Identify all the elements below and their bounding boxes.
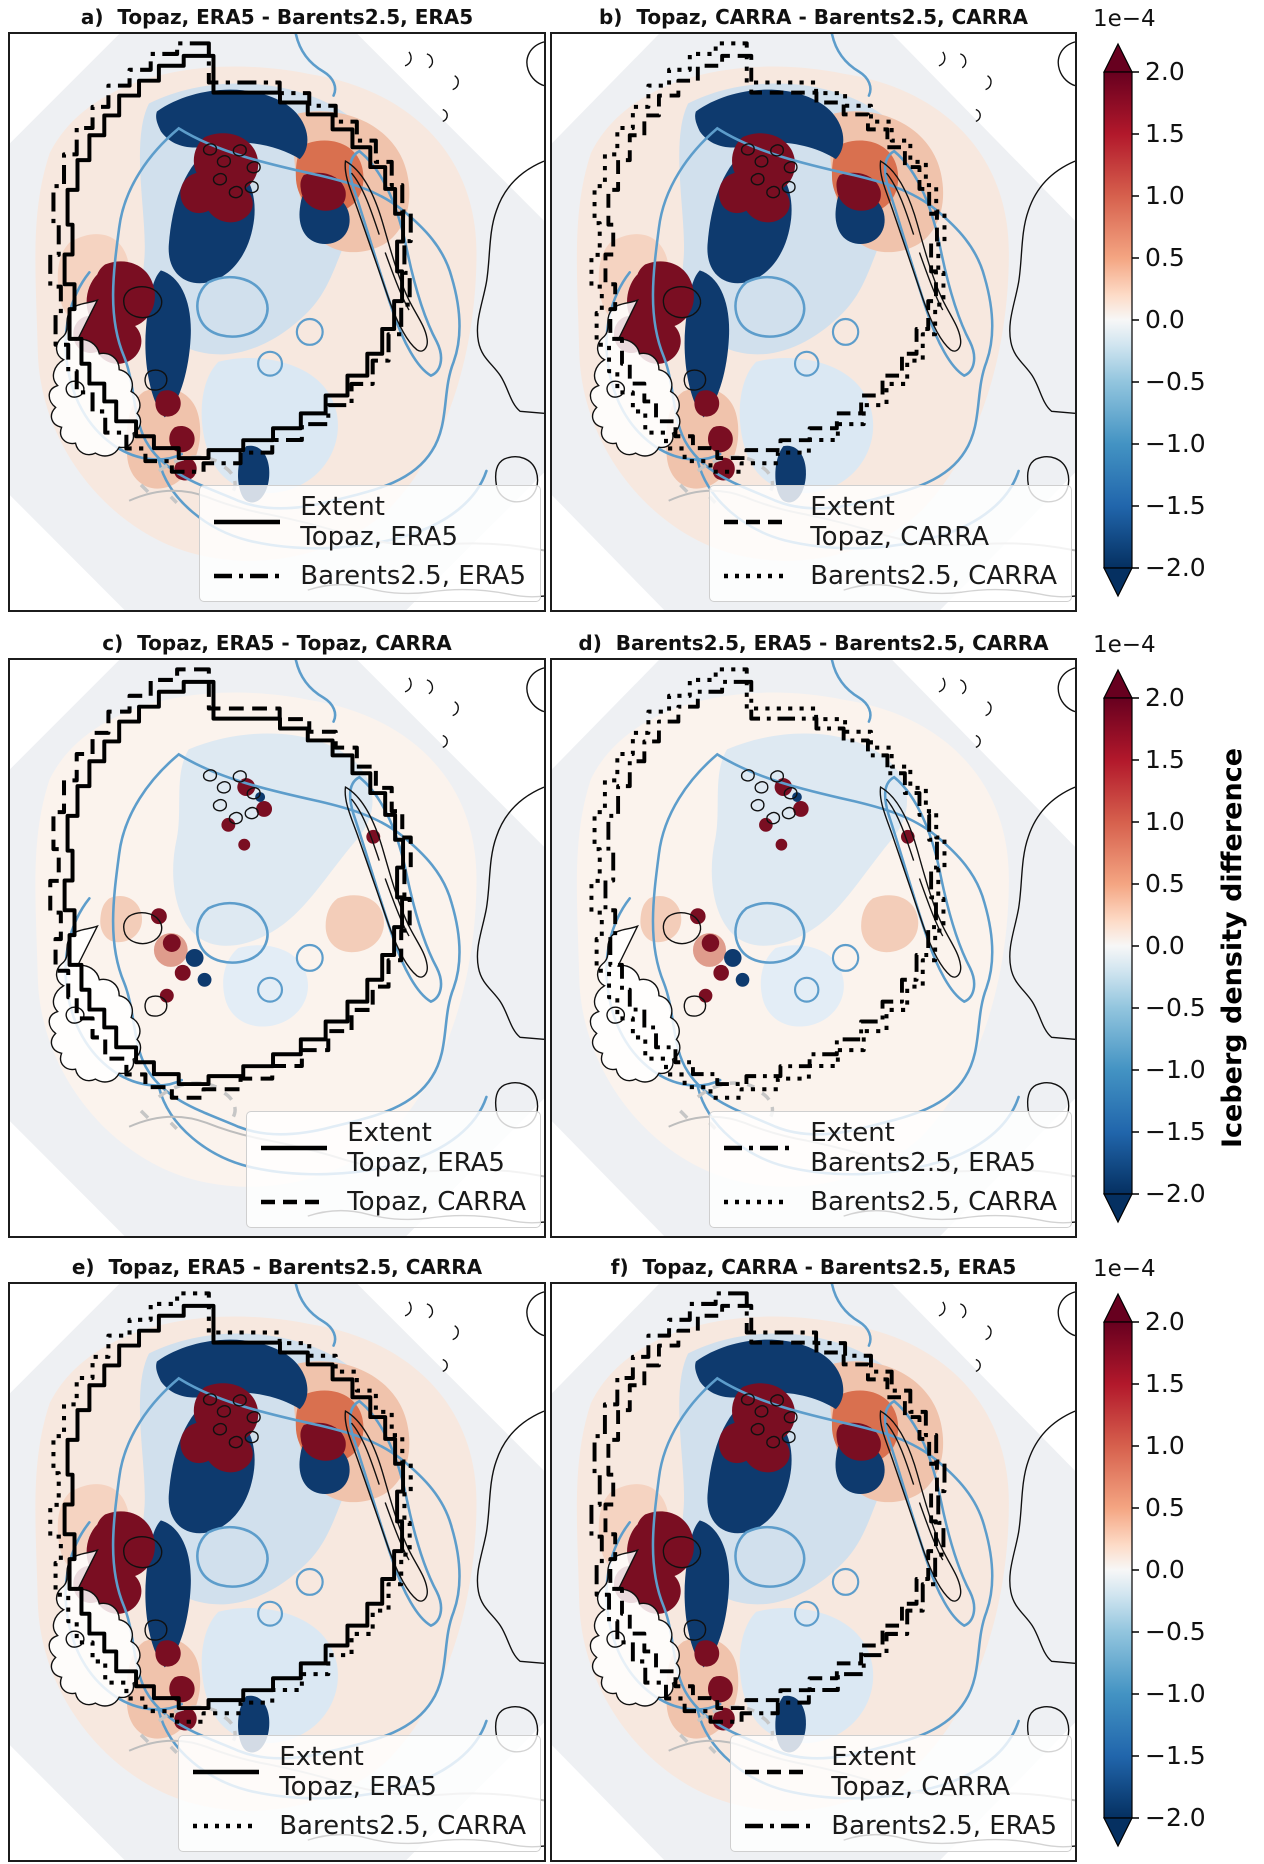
row-3-titles: e) Topaz, ERA5 - Barents2.5, CARRA f) To… xyxy=(8,1254,1264,1280)
colorbar-tick: 1.5 xyxy=(1145,745,1185,774)
legend-line-sample xyxy=(724,1199,791,1205)
colorbar-tick: 1.0 xyxy=(1145,807,1185,836)
panel-a-map: Extent Topaz, ERA5 Barents2.5, ERA5 xyxy=(8,32,546,612)
legend-header: Extent xyxy=(300,491,385,522)
colorbar-tick: −1.5 xyxy=(1145,491,1206,520)
panel-f-map: Extent Topaz, CARRA Barents2.5, ERA5 xyxy=(550,1282,1077,1862)
panel-c-map: Extent Topaz, ERA5 Topaz, CARRA xyxy=(8,658,546,1238)
colorbar-tick: 0.0 xyxy=(1145,1555,1185,1584)
colorbar-tick: 0.5 xyxy=(1145,243,1185,272)
extent-legend-e: Extent Topaz, ERA5 Barents2.5, CARRA xyxy=(178,1734,541,1852)
extent-legend-b: Extent Topaz, CARRA Barents2.5, CARRA xyxy=(709,484,1072,602)
colorbar-tick: 0.0 xyxy=(1145,305,1185,334)
legend-header: Extent xyxy=(810,1117,895,1148)
panel-e-map: Extent Topaz, ERA5 Barents2.5, CARRA xyxy=(8,1282,546,1862)
panel-d-title: d) Barents2.5, ERA5 - Barents2.5, CARRA xyxy=(578,631,1049,655)
colorbar-tick: 1.5 xyxy=(1145,119,1185,148)
legend-entry-label: Topaz, ERA5 xyxy=(279,1772,437,1803)
legend-header: Extent xyxy=(279,1741,364,1772)
panel-f-title: f) Topaz, CARRA - Barents2.5, ERA5 xyxy=(610,1255,1017,1279)
panel-c-title: c) Topaz, ERA5 - Topaz, CARRA xyxy=(102,631,452,655)
legend-line-sample xyxy=(261,1146,328,1151)
extent-legend-c: Extent Topaz, ERA5 Topaz, CARRA xyxy=(246,1110,541,1228)
legend-entry-label: Topaz, CARRA xyxy=(831,1772,1011,1803)
colorbar-row-1: 1e−4 2.0 1.5 1.0 0.5 0.0 −0.5 −1.0 −1.5 … xyxy=(1077,6,1260,612)
colorbar-tick: 2.0 xyxy=(1145,57,1185,86)
colorbar-tick: −0.5 xyxy=(1145,1617,1206,1646)
legend-line-sample xyxy=(745,1770,812,1775)
colorbar-tick: 1.0 xyxy=(1145,181,1185,210)
colorbar-tick: 1.0 xyxy=(1145,1431,1185,1460)
colorbar-axis-label: Iceberg density difference xyxy=(1217,747,1248,1149)
legend-entry-label: Barents2.5, CARRA xyxy=(810,560,1057,591)
colorbar-tick: 2.0 xyxy=(1145,683,1185,712)
extent-legend-d: Extent Barents2.5, ERA5 Barents2.5, CARRA xyxy=(709,1110,1072,1228)
legend-line-sample xyxy=(193,1823,260,1829)
row-1: a) Topaz, ERA5 - Barents2.5, ERA5 b) Top… xyxy=(8,0,1264,612)
colorbar-tick: 0.0 xyxy=(1145,931,1185,960)
colorbar-scale-label: 1e−4 xyxy=(1093,1256,1156,1282)
colorbar xyxy=(1103,1292,1139,1848)
colorbar-tick: −2.0 xyxy=(1145,1179,1206,1208)
panel-a-title: a) Topaz, ERA5 - Barents2.5, ERA5 xyxy=(80,5,474,29)
legend-line-sample xyxy=(724,520,791,525)
legend-entry-label: Barents2.5, ERA5 xyxy=(810,1148,1036,1179)
colorbar xyxy=(1103,42,1139,598)
legend-line-sample xyxy=(214,520,281,525)
colorbar-tick: −2.0 xyxy=(1145,553,1206,582)
colorbar-tick: −1.5 xyxy=(1145,1117,1206,1146)
legend-line-sample xyxy=(193,1770,260,1775)
colorbar-tick: −1.5 xyxy=(1145,1741,1206,1770)
colorbar-tick: −0.5 xyxy=(1145,367,1206,396)
colorbar-tick: 1.5 xyxy=(1145,1369,1185,1398)
row-2: c) Topaz, ERA5 - Topaz, CARRA d) Barents… xyxy=(8,630,1264,1238)
legend-entry-label: Topaz, ERA5 xyxy=(347,1148,505,1179)
row-3: e) Topaz, ERA5 - Barents2.5, CARRA f) To… xyxy=(8,1254,1264,1862)
legend-line-sample xyxy=(745,1823,812,1829)
panel-d-map: Extent Barents2.5, ERA5 Barents2.5, CARRA xyxy=(550,658,1077,1238)
row-2-titles: c) Topaz, ERA5 - Topaz, CARRA d) Barents… xyxy=(8,630,1264,656)
legend-header: Extent xyxy=(831,1741,916,1772)
colorbar-tick: 0.5 xyxy=(1145,1493,1185,1522)
colorbar-row-3: 1e−4 2.0 1.5 1.0 0.5 0.0 −0.5 −1.0 −1.5 … xyxy=(1077,1256,1260,1862)
row-1-titles: a) Topaz, ERA5 - Barents2.5, ERA5 b) Top… xyxy=(8,4,1264,30)
legend-entry-label: Barents2.5, CARRA xyxy=(279,1810,526,1841)
colorbar-tick: −2.0 xyxy=(1145,1803,1206,1832)
legend-entry-label: Barents2.5, CARRA xyxy=(810,1186,1057,1217)
legend-line-sample xyxy=(261,1199,328,1205)
colorbar-tick: −1.0 xyxy=(1145,1055,1206,1084)
legend-entry-label: Barents2.5, ERA5 xyxy=(300,560,526,591)
legend-entry-label: Topaz, ERA5 xyxy=(300,522,459,553)
colorbar-scale-label: 1e−4 xyxy=(1093,6,1156,32)
legend-entry-label: Barents2.5, ERA5 xyxy=(831,1810,1057,1841)
colorbar-scale-label: 1e−4 xyxy=(1093,632,1156,658)
legend-header: Extent xyxy=(347,1117,432,1148)
panel-b-title: b) Topaz, CARRA - Barents2.5, CARRA xyxy=(598,5,1029,29)
legend-header: Extent xyxy=(810,491,895,522)
panel-e-title: e) Topaz, ERA5 - Barents2.5, CARRA xyxy=(71,1255,483,1279)
extent-legend-f: Extent Topaz, CARRA Barents2.5, ERA5 xyxy=(730,1734,1072,1852)
colorbar-tick: 0.5 xyxy=(1145,869,1185,898)
extent-legend-a: Extent Topaz, ERA5 Barents2.5, ERA5 xyxy=(199,484,541,602)
legend-line-sample xyxy=(214,573,281,579)
panel-b-map: Extent Topaz, CARRA Barents2.5, CARRA xyxy=(550,32,1077,612)
colorbar-tick: −0.5 xyxy=(1145,993,1206,1022)
legend-entry-label: Topaz, CARRA xyxy=(810,522,989,553)
colorbar-tick: −1.0 xyxy=(1145,1679,1206,1708)
colorbar xyxy=(1103,668,1139,1224)
legend-line-sample xyxy=(724,1146,791,1151)
colorbar-tick: 2.0 xyxy=(1145,1307,1185,1336)
legend-line-sample xyxy=(724,573,791,579)
colorbar-tick: −1.0 xyxy=(1145,429,1206,458)
legend-entry-label: Topaz, CARRA xyxy=(347,1186,526,1217)
colorbar-row-2: 1e−4 2.0 1.5 1.0 0.5 0.0 −0.5 −1.0 −1.5 … xyxy=(1077,632,1260,1238)
